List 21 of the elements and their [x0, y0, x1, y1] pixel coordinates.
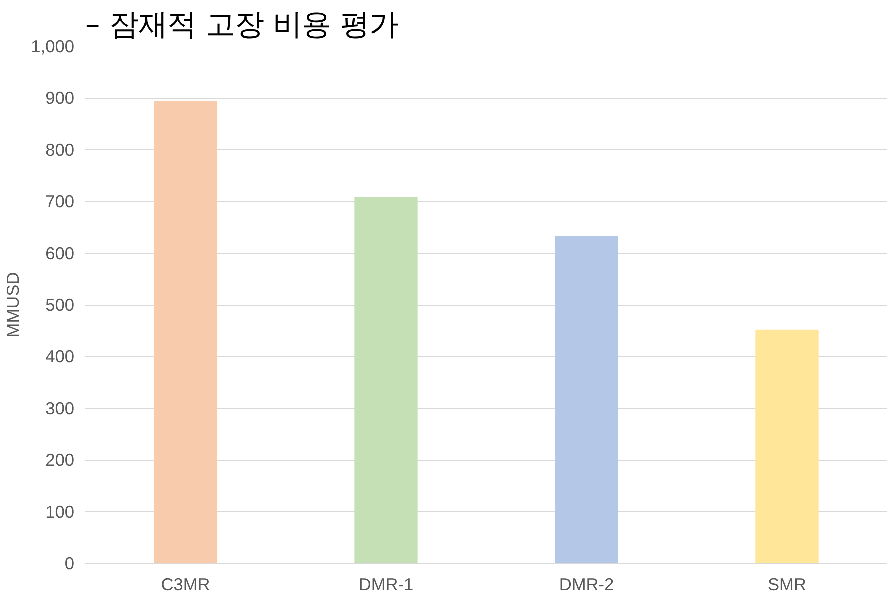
y-tick-label: 300 — [46, 398, 75, 418]
y-tick-label: 800 — [46, 140, 75, 160]
y-tick-label: 400 — [46, 346, 75, 367]
bar — [354, 196, 418, 564]
bar — [555, 236, 618, 564]
chart-title: – 잠재적 고장 비용 평가 — [86, 8, 398, 42]
bar — [756, 330, 819, 564]
y-tick-label: 0 — [64, 554, 75, 574]
y-tick-label: 200 — [46, 450, 75, 470]
y-tick-label: 600 — [46, 243, 75, 264]
x-tick-label: DMR-1 — [358, 574, 414, 594]
y-tick-label: 1,000 — [31, 36, 75, 56]
y-tick-label: 700 — [46, 192, 75, 212]
y-tick-label: 900 — [46, 88, 75, 108]
x-tick-label: C3MR — [161, 574, 210, 594]
x-tick-label: SMR — [768, 574, 807, 594]
x-tick-label: DMR-2 — [559, 574, 614, 594]
y-axis-title: MMUSD — [3, 272, 24, 338]
y-tick-label: 100 — [46, 502, 75, 522]
bar — [154, 101, 218, 564]
y-tick-label: 500 — [46, 295, 75, 315]
